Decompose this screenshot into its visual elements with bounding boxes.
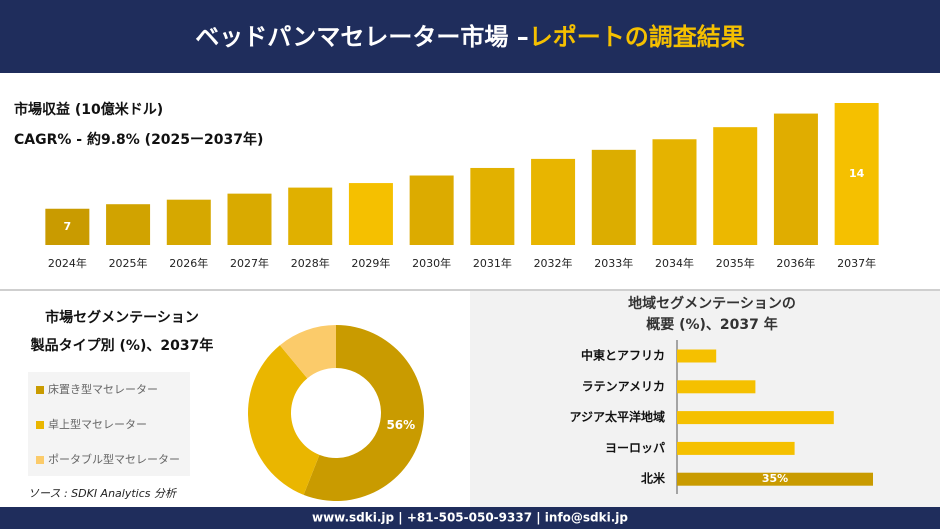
category-label: 北米 bbox=[641, 471, 666, 486]
bar bbox=[288, 187, 333, 245]
x-tick-label: 2026年 bbox=[169, 256, 208, 270]
x-tick-label: 2028年 bbox=[291, 256, 330, 270]
legend-swatch bbox=[36, 456, 44, 464]
bar-title: 市場収益 (10億米ドル) bbox=[14, 101, 163, 118]
x-tick-label: 2032年 bbox=[534, 256, 573, 270]
hbar-subtitle: 概要 (%)、2037 年 bbox=[646, 316, 778, 333]
legend-label: ポータブル型マセレーター bbox=[48, 452, 180, 466]
bar bbox=[348, 183, 393, 245]
x-tick-label: 2034年 bbox=[655, 256, 694, 270]
bar bbox=[470, 167, 515, 245]
donut-title: 市場セグメンテーション bbox=[45, 309, 199, 326]
bar bbox=[677, 411, 834, 425]
header-title-highlight: レポートの調査結果 bbox=[529, 23, 745, 51]
value-label: 35% bbox=[762, 472, 788, 485]
source: ソース : SDKI Analytics 分析 bbox=[28, 487, 178, 500]
bar-subtitle: CAGR% - 約9.8% (2025ー2037年) bbox=[14, 131, 263, 148]
hbar-title: 地域セグメンテーションの bbox=[628, 295, 796, 312]
bar bbox=[106, 204, 151, 245]
category-label: ヨーロッパ bbox=[605, 441, 665, 455]
legend-label: 床置き型マセレーター bbox=[48, 382, 158, 396]
bar bbox=[166, 199, 211, 245]
bar bbox=[591, 149, 636, 245]
header-title-main: ベッドパンマセレーター市場 – bbox=[195, 23, 529, 51]
bar bbox=[409, 175, 454, 245]
category-label: 中東とアフリカ bbox=[581, 348, 665, 363]
bar bbox=[677, 472, 873, 486]
bar bbox=[834, 103, 879, 245]
legend-swatch bbox=[36, 386, 44, 394]
x-tick-label: 2029年 bbox=[351, 256, 390, 270]
x-tick-label: 2024年 bbox=[48, 256, 87, 270]
donut-segment bbox=[279, 325, 336, 379]
value-label: 56% bbox=[386, 418, 415, 432]
bar bbox=[45, 208, 90, 245]
legend-label: 卓上型マセレーター bbox=[48, 417, 147, 431]
bar bbox=[227, 193, 272, 245]
x-tick-label: 2037年 bbox=[837, 256, 876, 270]
x-tick-label: 2035年 bbox=[716, 256, 755, 270]
donut-segment bbox=[247, 345, 320, 495]
legend-box bbox=[28, 372, 190, 476]
category-label: ラテンアメリカ bbox=[582, 379, 665, 393]
bar bbox=[713, 127, 758, 245]
right-panel bbox=[470, 291, 940, 507]
value-label: 7 bbox=[64, 220, 72, 233]
x-tick-label: 2027年 bbox=[230, 256, 269, 270]
bar bbox=[677, 441, 795, 455]
bar bbox=[773, 113, 818, 246]
bar bbox=[677, 380, 756, 394]
category-label: アジア太平洋地域 bbox=[569, 409, 665, 424]
x-tick-label: 2031年 bbox=[473, 256, 512, 270]
x-tick-label: 2036年 bbox=[776, 256, 815, 270]
header-title: ベッドパンマセレーター市場 –レポートの調査結果 bbox=[195, 23, 745, 51]
x-tick-label: 2030年 bbox=[412, 256, 451, 270]
footer: www.sdki.jp | +81-505-050-9337 | info@sd… bbox=[312, 511, 628, 525]
legend-swatch bbox=[36, 421, 44, 429]
x-tick-label: 2033年 bbox=[594, 256, 633, 270]
header-bar bbox=[0, 0, 940, 73]
bar bbox=[677, 349, 717, 363]
donut-segment bbox=[303, 325, 424, 502]
bar bbox=[531, 158, 576, 245]
value-label: 14 bbox=[849, 167, 865, 180]
donut-subtitle: 製品タイプ別 (%)、2037年 bbox=[30, 337, 214, 354]
x-tick-label: 2025年 bbox=[109, 256, 148, 270]
bar bbox=[652, 139, 697, 245]
footer-bar bbox=[0, 507, 940, 529]
